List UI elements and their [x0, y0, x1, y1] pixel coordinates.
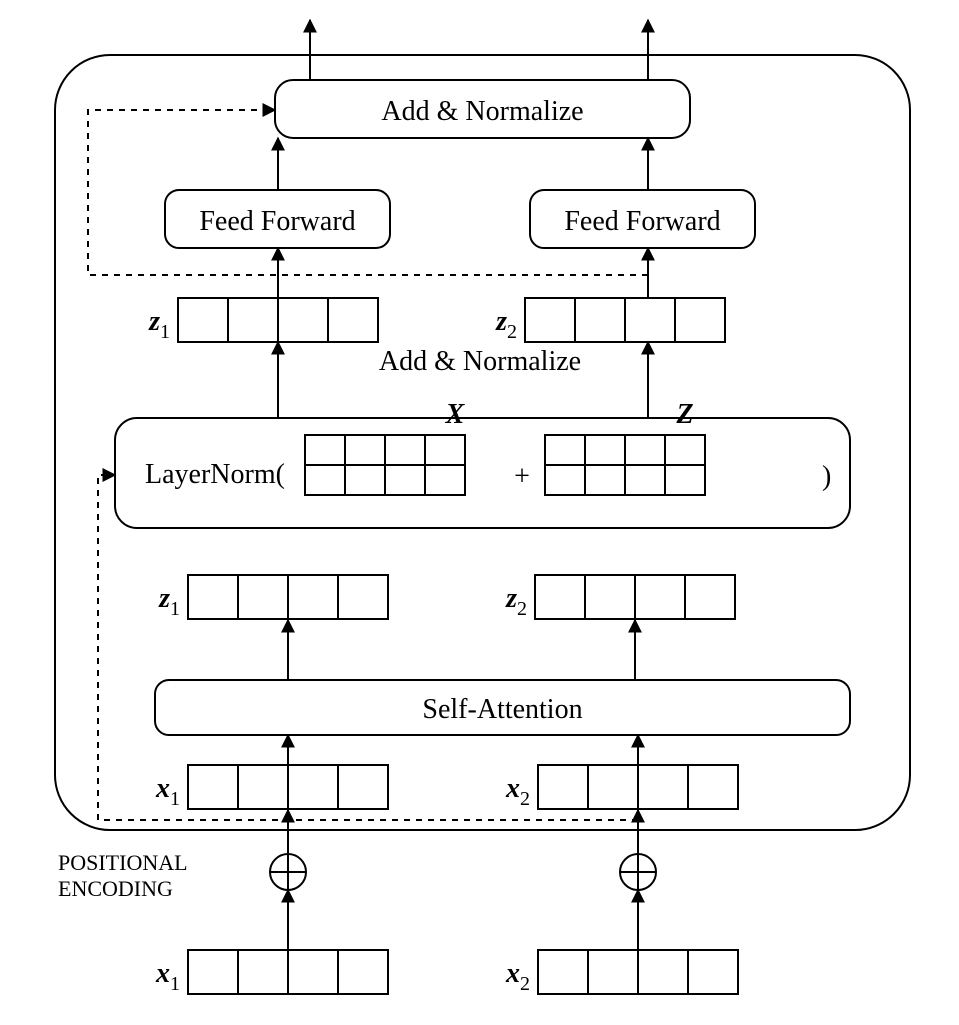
z1-top-label: z1 [148, 306, 170, 343]
z1-mid-vector [188, 575, 388, 619]
feed-forward-left-label: Feed Forward [199, 206, 355, 237]
z2-top-label: z2 [495, 306, 517, 343]
Z-label: Z [675, 399, 693, 430]
Z-grid [545, 435, 705, 495]
X-grid [305, 435, 465, 495]
x1-bottom-label: x1 [155, 958, 180, 995]
x2-in-label: x2 [505, 773, 530, 810]
z1-mid-label: z1 [158, 583, 180, 620]
positional-label-1: POSITIONAL [58, 850, 188, 875]
z1-top-vector [178, 298, 378, 342]
pe-add-left-icon [270, 854, 306, 890]
layernorm-text: LayerNorm( [145, 459, 285, 490]
x1-in-label: x1 [155, 773, 180, 810]
x2-in-vector [538, 765, 738, 809]
layernorm-close: ) [822, 461, 831, 492]
X-label: X [445, 399, 466, 430]
add-normalize-mid-label: Add & Normalize [379, 346, 581, 377]
plus-label: + [514, 461, 530, 492]
x1-in-vector [188, 765, 388, 809]
z2-mid-vector [535, 575, 735, 619]
positional-label-2: ENCODING [58, 876, 173, 901]
x2-bottom-vector [538, 950, 738, 994]
add-normalize-top-label: Add & Normalize [381, 96, 583, 127]
pe-add-right-icon [620, 854, 656, 890]
self-attention-label: Self-Attention [422, 694, 582, 725]
z2-mid-label: z2 [505, 583, 527, 620]
z2-top-vector [525, 298, 725, 342]
feed-forward-right-label: Feed Forward [564, 206, 720, 237]
x2-bottom-label: x2 [505, 958, 530, 995]
x1-bottom-vector [188, 950, 388, 994]
